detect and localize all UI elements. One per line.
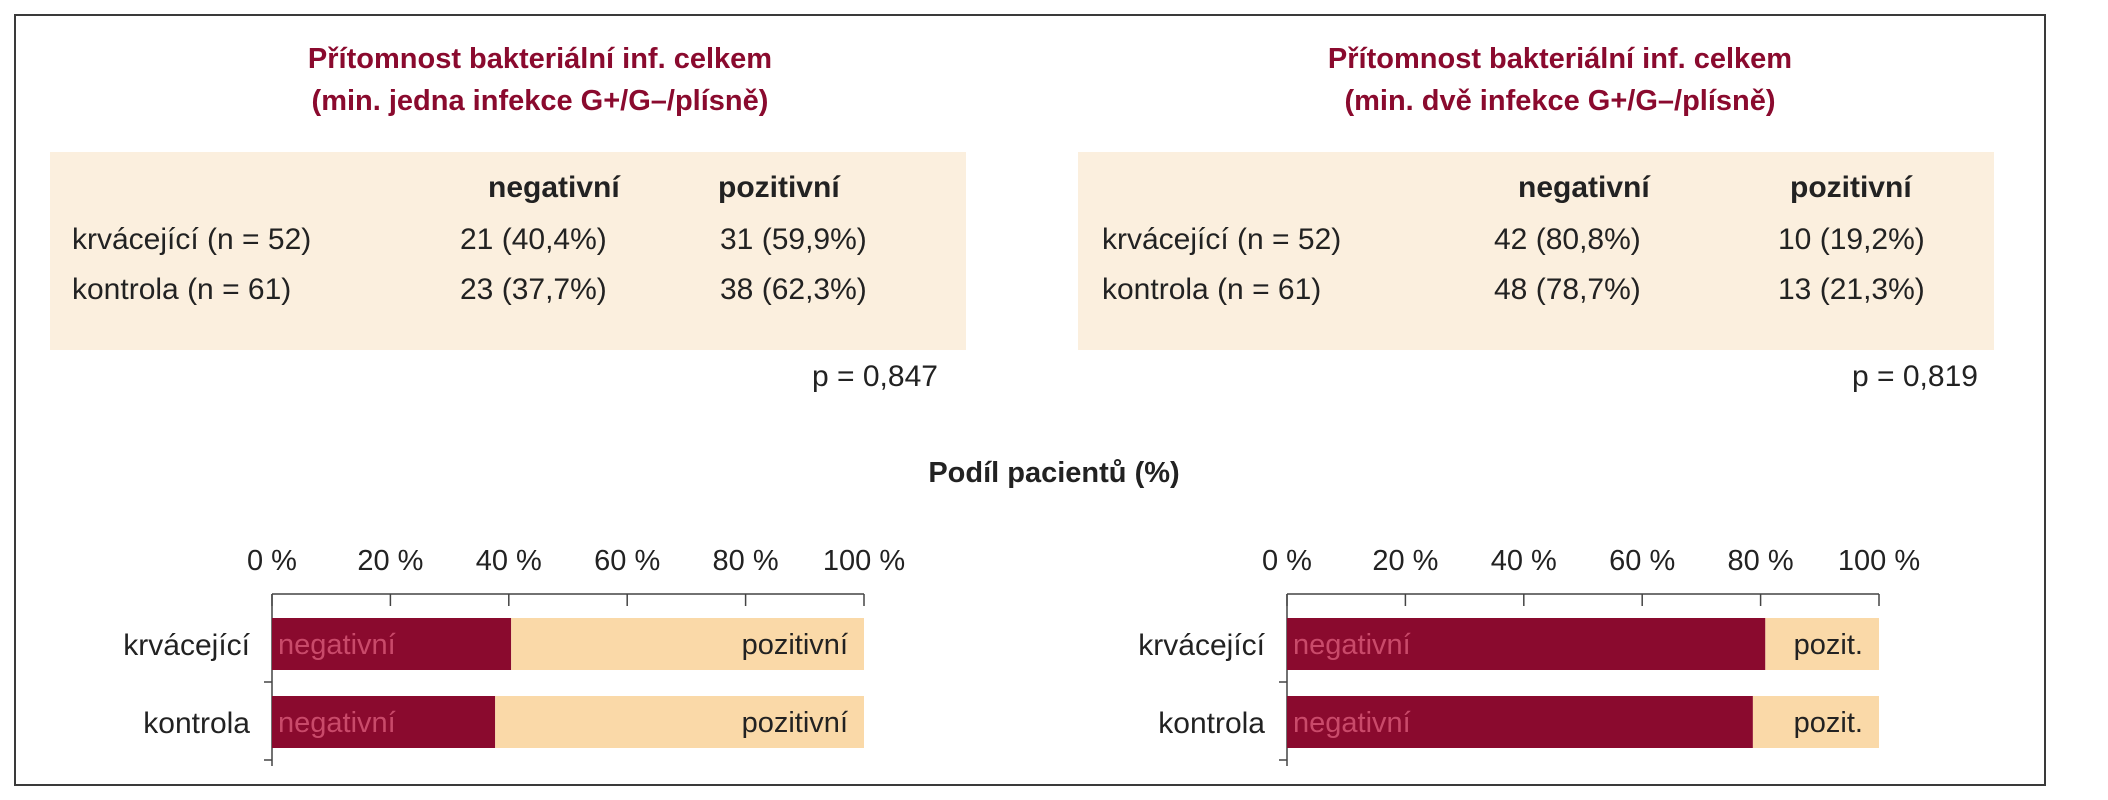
left-title-line2: (min. jedna infekce G+/G–/plísně): [311, 85, 769, 117]
left-col-negative: negativní: [488, 171, 620, 204]
left-p-value: p = 0,847: [812, 360, 938, 393]
figure-frame: [14, 14, 2046, 786]
left-table: [50, 152, 966, 350]
left-row1-negative: 21 (40,4%): [460, 223, 607, 256]
left-row2-negative: 23 (37,7%): [460, 273, 607, 306]
axis-title: Podíl pacientů (%): [928, 457, 1180, 489]
right-title-line1: Přítomnost bakteriální inf. celkem: [1327, 43, 1793, 75]
right-row2-positive: 13 (21,3%): [1778, 273, 1925, 306]
left-row2-positive: 38 (62,3%): [720, 273, 867, 306]
right-col-negative: negativní: [1518, 171, 1650, 204]
right-title-line2: (min. dvě infekce G+/G–/plísně): [1344, 85, 1776, 117]
right-panel-title: Přítomnost bakteriální inf. celkem (min.…: [1200, 38, 1920, 122]
right-row2-negative: 48 (78,7%): [1494, 273, 1641, 306]
right-row1-positive: 10 (19,2%): [1778, 223, 1925, 256]
right-row2-label: kontrola (n = 61): [1102, 273, 1322, 306]
right-row1-negative: 42 (80,8%): [1494, 223, 1641, 256]
right-p-value: p = 0,819: [1852, 360, 1978, 393]
left-row1-label: krvácející (n = 52): [72, 223, 312, 256]
right-col-positive: pozitivní: [1790, 171, 1912, 204]
left-title-line1: Přítomnost bakteriální inf. celkem: [307, 43, 773, 75]
left-row2-label: kontrola (n = 61): [72, 273, 292, 306]
left-col-positive: pozitivní: [718, 171, 840, 204]
left-row1-positive: 31 (59,9%): [720, 223, 867, 256]
right-table: [1078, 152, 1994, 350]
left-panel-title: Přítomnost bakteriální inf. celkem (min.…: [180, 38, 900, 122]
right-row1-label: krvácející (n = 52): [1102, 223, 1342, 256]
